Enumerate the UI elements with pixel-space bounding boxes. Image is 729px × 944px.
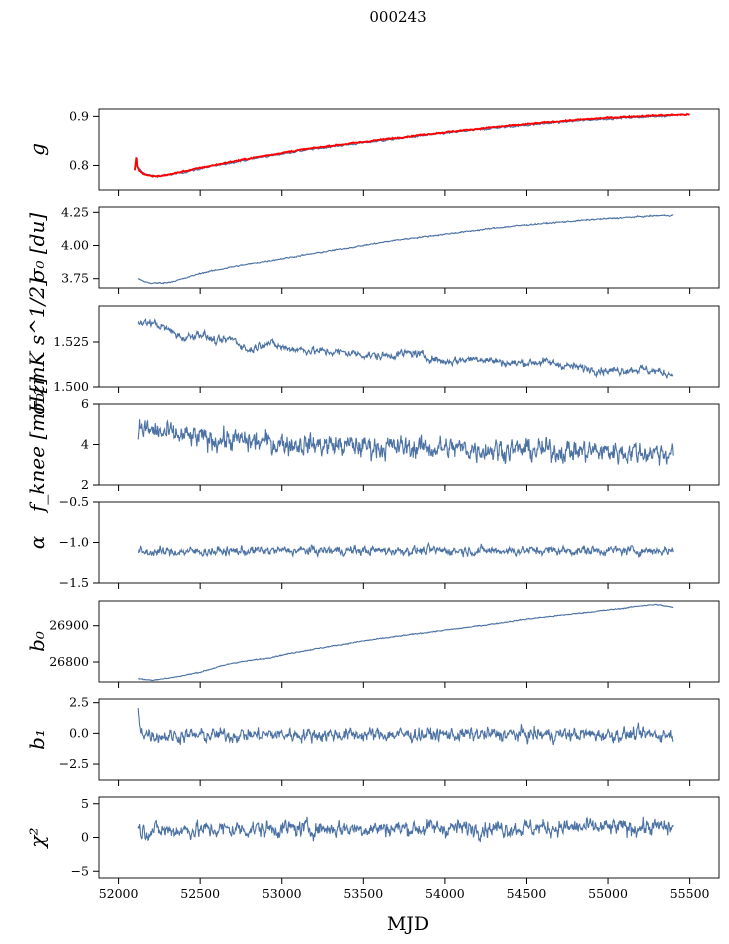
panels: 0.8 0.9 g 3.75 4.00 4.25 σ₀ [du] 1.500 1.525 σ₀[m… xyxy=(25,108,720,901)
axes-frame xyxy=(98,600,720,683)
series-line-1 xyxy=(137,541,674,559)
axes-frame xyxy=(98,108,720,191)
x-axis-label: MJD xyxy=(387,913,429,935)
panel-2: 3.75 4.00 4.25 σ₀ [du] xyxy=(25,204,720,294)
axes-frame xyxy=(98,698,720,781)
y-axis-label: g xyxy=(25,143,49,156)
y-axis-label: α xyxy=(25,535,49,549)
y-tick-label: 4 xyxy=(81,437,89,452)
y-tick-label: 6 xyxy=(81,396,89,411)
series-line-1 xyxy=(137,816,674,843)
y-tick-label: 2 xyxy=(81,477,89,492)
y-tick-label: −0.5 xyxy=(59,494,89,509)
panel-1: 0.8 0.9 g xyxy=(25,108,720,196)
y-tick-label: −2.5 xyxy=(59,756,89,771)
series-line-1 xyxy=(137,114,674,179)
panel-5: −1.5 −1.0 −0.5 α xyxy=(25,494,720,590)
series-line-1 xyxy=(137,214,674,285)
y-tick-label: 2.5 xyxy=(69,695,89,710)
axes-frame xyxy=(98,796,720,879)
panel-8: −5 0 5 52000 52500 53000 53500 54000 54500 55000 5… xyxy=(25,796,720,901)
y-tick-label: 0.0 xyxy=(69,725,89,740)
y-axis-label: σ₀ [du] xyxy=(25,213,49,283)
y-axis-label: b₁ xyxy=(25,729,49,750)
figure-title: 000243 xyxy=(369,8,426,26)
y-tick-label: 0.8 xyxy=(69,157,89,172)
x-tick-label: 52500 xyxy=(180,886,220,901)
y-axis-label: f_knee [mHz] xyxy=(25,377,49,514)
y-tick-label: 0 xyxy=(81,830,89,845)
x-tick-label: 55500 xyxy=(670,886,710,901)
y-tick-label: −1.0 xyxy=(59,535,89,550)
y-tick-label: 4.00 xyxy=(61,238,89,253)
y-tick-label: 1.500 xyxy=(53,379,89,394)
axes-frame xyxy=(98,305,720,388)
panel-7: −2.5 0.0 2.5 b₁ xyxy=(25,695,720,786)
y-tick-label: 5 xyxy=(81,796,89,811)
y-axis-label: b₀ xyxy=(25,631,49,652)
series-line-1 xyxy=(138,603,674,682)
y-tick-label: 1.525 xyxy=(53,334,89,349)
x-tick-label: 52000 xyxy=(99,886,139,901)
x-tick-label: 53000 xyxy=(262,886,302,901)
y-tick-label: 26900 xyxy=(49,618,89,633)
x-tick-label: 54500 xyxy=(507,886,547,901)
axes-frame xyxy=(98,206,720,289)
y-axis-label: σ₀[mK s^1/2] xyxy=(25,278,49,415)
y-tick-label: 3.75 xyxy=(61,271,89,286)
x-tick-label: 53500 xyxy=(343,886,383,901)
series-line-1 xyxy=(137,317,674,379)
series-line-2 xyxy=(134,112,691,178)
y-tick-label: 0.9 xyxy=(69,108,89,123)
x-tick-label: 54000 xyxy=(425,886,465,901)
y-tick-label: 26800 xyxy=(49,654,89,669)
panel-4: 2 4 6 f_knee [mHz] xyxy=(25,377,720,514)
x-tick-label: 55000 xyxy=(588,886,628,901)
series-line-1 xyxy=(137,419,674,466)
y-tick-label: −1.5 xyxy=(59,575,89,590)
y-tick-label: 4.25 xyxy=(61,204,89,219)
panel-3: 1.500 1.525 σ₀[mK s^1/2] xyxy=(25,278,720,415)
y-tick-label: −5 xyxy=(71,863,89,878)
axes-frame xyxy=(98,501,720,584)
series-line-1 xyxy=(137,708,674,745)
y-axis-label: χ² xyxy=(25,827,49,849)
